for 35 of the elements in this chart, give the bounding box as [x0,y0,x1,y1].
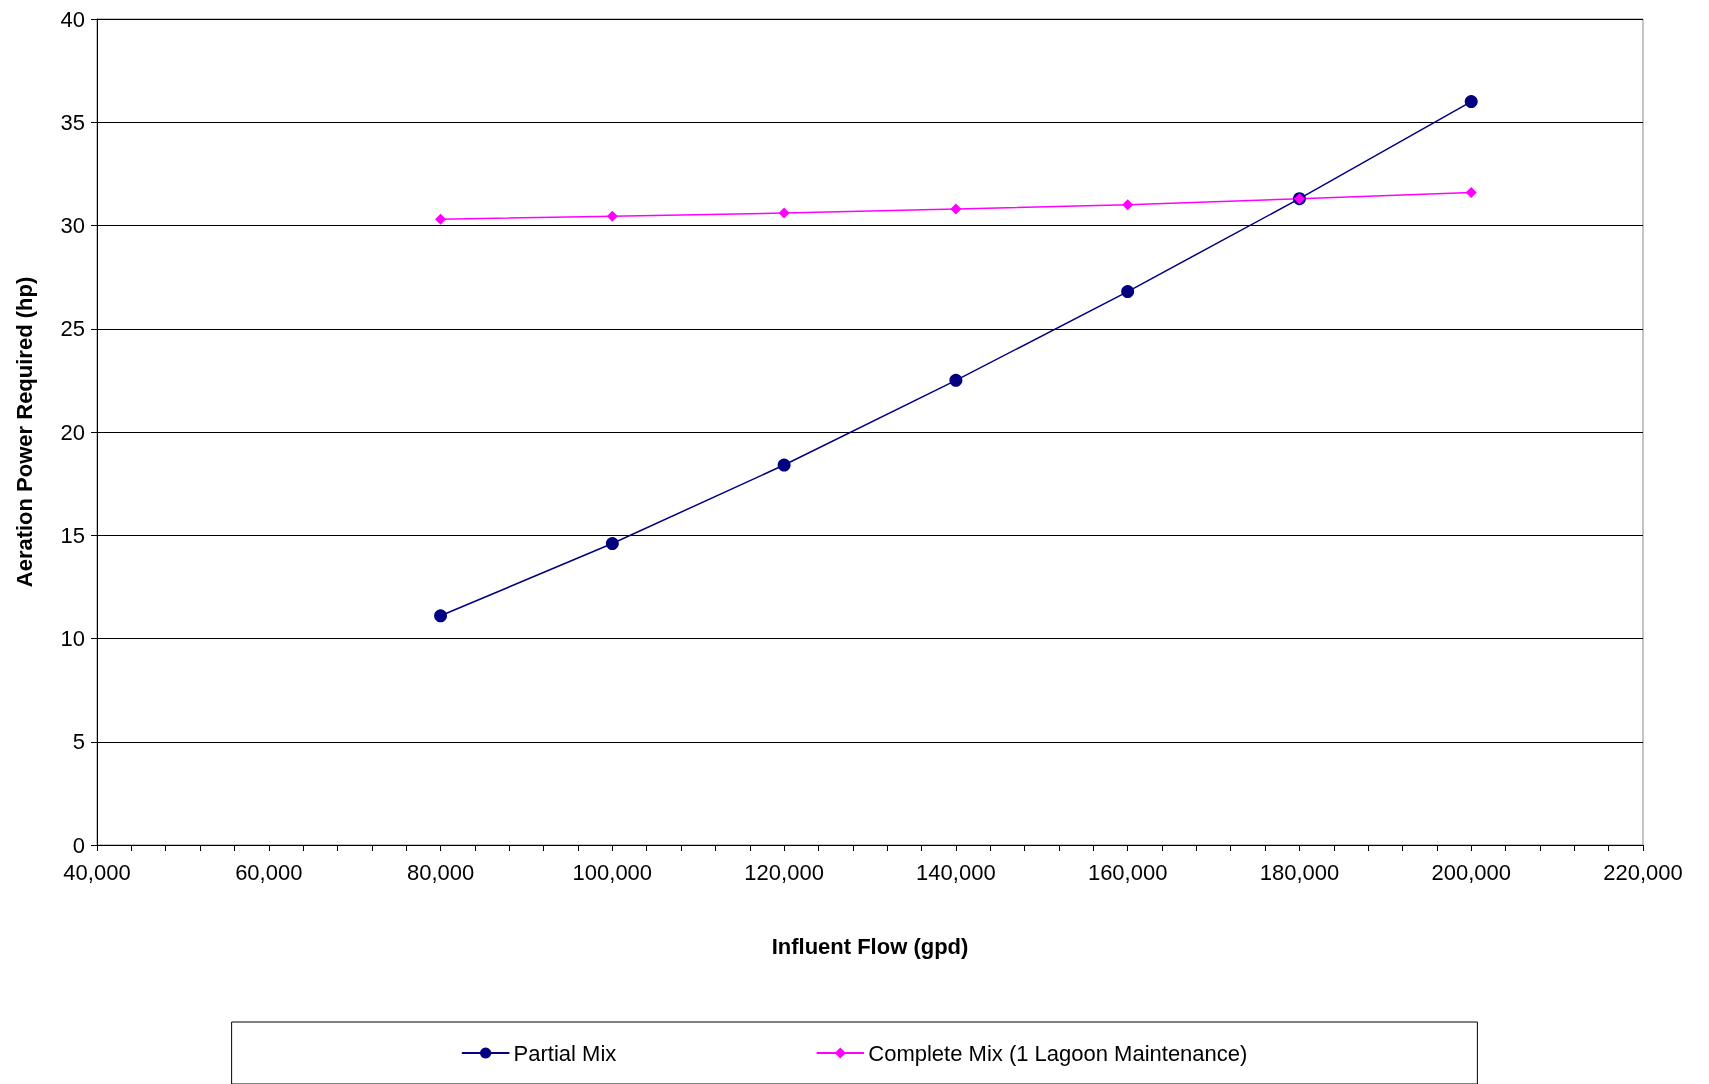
point [778,207,790,219]
y-axis-title: Aeration Power Required (hp) [11,276,37,588]
y-tick-label: 40 [60,6,85,32]
x-tick-label: 80,000 [406,859,475,885]
point [777,458,791,472]
point [435,213,447,225]
point [606,210,618,222]
y-tick-label: 0 [72,832,85,858]
y-tick-label: 30 [60,213,85,238]
point [949,373,963,387]
point [1465,186,1477,198]
x-tick-label: 60,000 [235,859,303,885]
y-tick-label: 15 [60,522,85,548]
y-tick-label: 10 [60,626,85,651]
point [1464,95,1478,109]
point [1121,285,1135,299]
y-tick-label: 25 [60,316,85,342]
point [605,537,619,551]
point [950,203,962,215]
point [434,609,448,623]
x-tick-label: 180,000 [1259,859,1340,885]
x-tick-label: 120,000 [744,859,824,885]
y-tick-label: 20 [60,419,85,445]
legend-label: Partial Mix [513,1040,617,1066]
x-tick-label: 100,000 [572,859,653,885]
x-tick-label: 220,000 [1603,859,1683,885]
y-tick-label: 35 [60,109,85,135]
legend-label: Complete Mix (1 Lagoon Maintenance) [868,1040,1248,1066]
x-tick-label: 160,000 [1087,859,1168,885]
x-tick-label: 140,000 [916,859,996,885]
y-tick-label: 5 [72,729,85,755]
point [1122,199,1134,211]
x-axis-title: Influent Flow (gpd) [771,933,969,959]
x-tick-label: 200,000 [1431,859,1511,885]
x-tick-label: 40,000 [63,859,131,885]
